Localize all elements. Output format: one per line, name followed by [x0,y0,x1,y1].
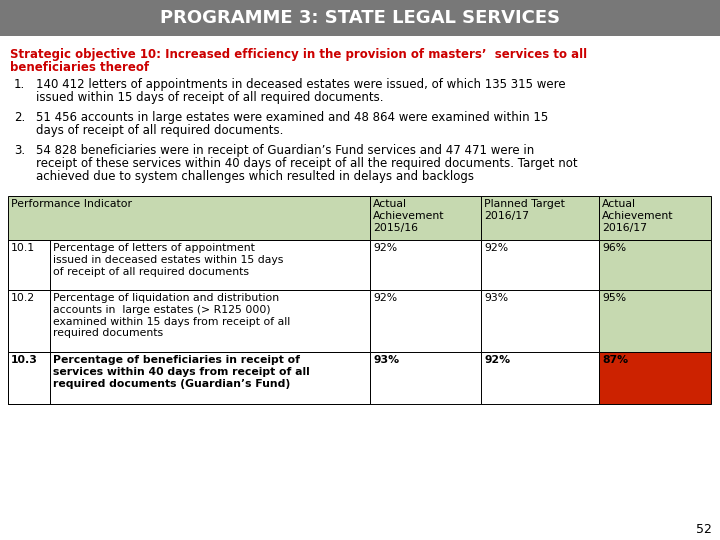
Text: Achievement: Achievement [602,211,674,221]
Bar [50,240,370,290]
Text: Percentage of liquidation and distribution: Percentage of liquidation and distributi… [53,293,279,303]
Text: examined within 15 days from receipt of all: examined within 15 days from receipt of … [53,316,290,327]
Text: 92%: 92% [373,293,397,303]
Text: 10.3: 10.3 [11,355,38,365]
Bar [8,240,370,290]
Text: 51 456 accounts in large estates were examined and 48 864 were examined within 1: 51 456 accounts in large estates were ex… [36,111,548,124]
Bar [370,196,481,240]
Bar [0,0,720,36]
Bar [8,240,50,290]
Text: Strategic objective 10: Increased efficiency in the provision of masters’  servi: Strategic objective 10: Increased effici… [10,48,587,61]
Bar [50,290,370,352]
Bar [8,352,50,404]
Text: services within 40 days from receipt of all: services within 40 days from receipt of … [53,367,310,376]
Text: achieved due to system challenges which resulted in delays and backlogs: achieved due to system challenges which … [36,170,474,183]
Text: 2016/17: 2016/17 [484,211,529,221]
Text: 96%: 96% [602,243,626,253]
Text: receipt of these services within 40 days of receipt of all the required document: receipt of these services within 40 days… [36,157,577,170]
Text: Percentage of letters of appointment: Percentage of letters of appointment [53,243,254,253]
Text: Achievement: Achievement [373,211,444,221]
Bar [599,290,711,352]
Bar [481,240,599,290]
Text: 10.2: 10.2 [11,293,35,303]
Text: 92%: 92% [373,243,397,253]
Text: Actual: Actual [373,199,407,209]
Text: 140 412 letters of appointments in deceased estates were issued, of which 135 31: 140 412 letters of appointments in decea… [36,78,566,91]
Text: 93%: 93% [373,355,399,365]
Bar [481,196,599,240]
Text: 10.1: 10.1 [11,243,35,253]
Text: required documents (Guardian’s Fund): required documents (Guardian’s Fund) [53,379,290,388]
Text: 93%: 93% [484,293,508,303]
Text: of receipt of all required documents: of receipt of all required documents [53,267,248,276]
Text: Performance Indicator: Performance Indicator [11,199,132,209]
Text: 1.: 1. [14,78,25,91]
Text: PROGRAMME 3: STATE LEGAL SERVICES: PROGRAMME 3: STATE LEGAL SERVICES [160,9,560,27]
Bar [481,290,599,352]
Bar [370,240,481,290]
Text: issued in deceased estates within 15 days: issued in deceased estates within 15 day… [53,255,283,265]
Bar [8,290,370,352]
Bar [8,290,50,352]
Bar [8,352,370,404]
Bar [599,196,711,240]
Text: 3.: 3. [14,144,25,157]
Text: 2.: 2. [14,111,25,124]
Bar [599,240,711,290]
Bar [370,352,481,404]
Bar [370,290,481,352]
Bar [8,196,370,240]
Text: 52: 52 [696,523,712,536]
Text: required documents: required documents [53,328,163,339]
Text: issued within 15 days of receipt of all required documents.: issued within 15 days of receipt of all … [36,91,384,104]
Bar [599,352,711,404]
Text: beneficiaries thereof: beneficiaries thereof [10,61,149,74]
Text: 54 828 beneficiaries were in receipt of Guardian’s Fund services and 47 471 were: 54 828 beneficiaries were in receipt of … [36,144,534,157]
Text: Actual: Actual [602,199,636,209]
Text: 2016/17: 2016/17 [602,222,647,233]
Text: 92%: 92% [484,243,508,253]
Text: accounts in  large estates (> R125 000): accounts in large estates (> R125 000) [53,305,270,315]
Text: 95%: 95% [602,293,626,303]
Bar [481,352,599,404]
Bar [50,352,370,404]
Text: Percentage of beneficiaries in receipt of: Percentage of beneficiaries in receipt o… [53,355,300,365]
Text: 2015/16: 2015/16 [373,222,418,233]
Text: Planned Target: Planned Target [484,199,565,209]
Text: 87%: 87% [602,355,629,365]
Text: 92%: 92% [484,355,510,365]
Text: days of receipt of all required documents.: days of receipt of all required document… [36,124,284,137]
